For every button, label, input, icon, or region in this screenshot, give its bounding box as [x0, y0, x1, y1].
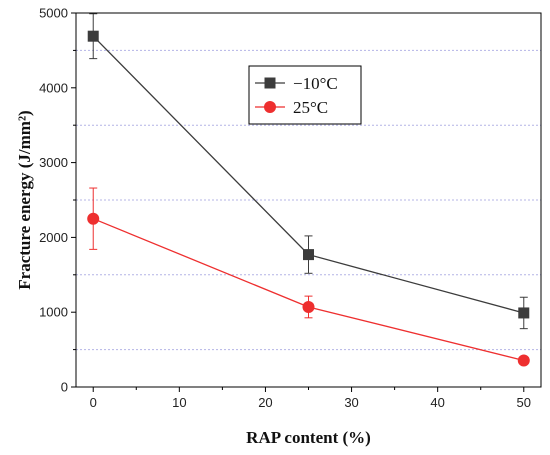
y-tick-label: 4000 — [39, 80, 68, 95]
legend-box — [248, 65, 362, 125]
x-tick-label: 20 — [258, 395, 272, 410]
data-point — [87, 30, 99, 42]
legend-marker — [264, 77, 276, 89]
y-axis-title: Fracture energy (J/mm²) — [15, 110, 34, 289]
x-tick-label: 10 — [172, 395, 186, 410]
series-0 — [87, 13, 530, 330]
y-tick-label: 0 — [61, 380, 68, 395]
x-tick-label: 50 — [517, 395, 531, 410]
x-tick-label: 40 — [430, 395, 444, 410]
data-point — [518, 307, 530, 319]
data-point — [302, 300, 315, 313]
legend: −10°C 25°C — [248, 65, 362, 125]
axes: 0 10 20 30 40 50 0 1000 2000 3000 4000 5000 — [39, 6, 531, 411]
data-point — [303, 249, 314, 261]
data-point — [87, 212, 100, 225]
y-tick-label: 3000 — [39, 155, 68, 170]
y-tick-label: 1000 — [39, 305, 68, 320]
legend-label: 25°C — [293, 98, 328, 117]
series-layer — [87, 13, 530, 367]
y-tick-label: 2000 — [39, 230, 68, 245]
x-tick-label: 0 — [90, 395, 97, 410]
series-1 — [87, 187, 530, 367]
x-axis-title: RAP content (%) — [246, 428, 371, 447]
data-point — [517, 354, 530, 367]
y-tick-label: 5000 — [39, 6, 68, 21]
x-tick-label: 30 — [344, 395, 358, 410]
legend-items: −10°C 25°C — [255, 74, 338, 117]
legend-label: −10°C — [293, 74, 338, 93]
grid-lines — [76, 49, 541, 351]
legend-marker — [264, 101, 276, 113]
